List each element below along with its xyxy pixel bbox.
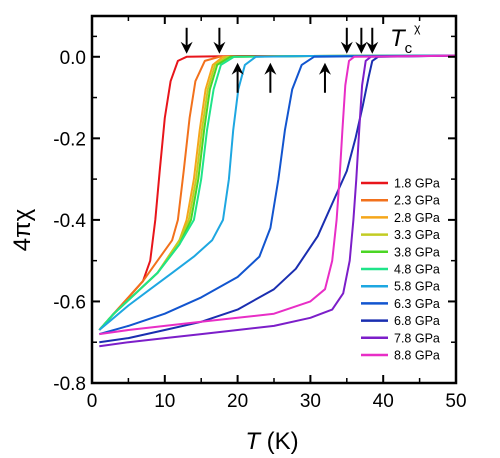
up-arrow-head [318, 62, 331, 75]
legend-label: 2.8 GPa [394, 211, 440, 225]
legend-label: 4.8 GPa [394, 263, 440, 277]
x-tick-label: 40 [373, 391, 394, 412]
x-tick-label: 50 [445, 391, 466, 412]
arrows-layer [180, 27, 379, 93]
series-line [98, 54, 457, 331]
series-line [99, 54, 457, 336]
x-axis-label: T (K) [245, 428, 298, 455]
down-arrow-head [180, 41, 193, 54]
series-line [98, 54, 457, 331]
y-axis: 0.0 -0.2 -0.4 -0.6 -0.8 [53, 35, 456, 395]
y-tick-label: -0.8 [53, 374, 86, 395]
legend-label: 6.3 GPa [394, 297, 440, 311]
series-line [99, 54, 457, 336]
x-axis: 0 10 20 30 40 50 [87, 16, 467, 412]
x-tick-label: 10 [154, 391, 175, 412]
y-tick-label: -0.2 [53, 129, 86, 150]
x-tick-label: 20 [227, 391, 248, 412]
y-axis-label: 4πχ [9, 208, 36, 251]
legend-label: 1.8 GPa [394, 177, 440, 191]
series-line [99, 54, 457, 344]
up-arrow-head [264, 62, 277, 75]
curves-layer [98, 54, 457, 348]
legend: 1.8 GPa 2.3 GPa 2.8 GPa 3.3 GPa 3.8 GPa 4.8 G… [361, 177, 440, 363]
up-arrow-head [231, 62, 244, 75]
series-line [99, 54, 457, 348]
down-arrow-head [366, 41, 379, 54]
legend-label: 5.8 GPa [394, 280, 440, 294]
x-tick-label: 0 [87, 391, 98, 412]
y-tick-label: 0.0 [60, 48, 86, 69]
y-tick-label: -0.4 [53, 211, 86, 232]
series-line [98, 54, 457, 331]
legend-label: 8.8 GPa [394, 349, 440, 363]
down-arrow-head [355, 41, 368, 54]
x-tick-label: 30 [300, 391, 321, 412]
legend-label: 2.3 GPa [394, 194, 440, 208]
legend-label: 3.8 GPa [394, 245, 440, 259]
down-arrow-head [340, 41, 353, 54]
legend-label: 7.8 GPa [394, 331, 440, 345]
down-arrow-head [213, 41, 226, 54]
legend-label: 3.3 GPa [394, 228, 440, 242]
tc-annotation: Tcχ [390, 21, 421, 57]
legend-label: 6.8 GPa [394, 314, 440, 328]
y-tick-label: -0.6 [53, 292, 86, 313]
